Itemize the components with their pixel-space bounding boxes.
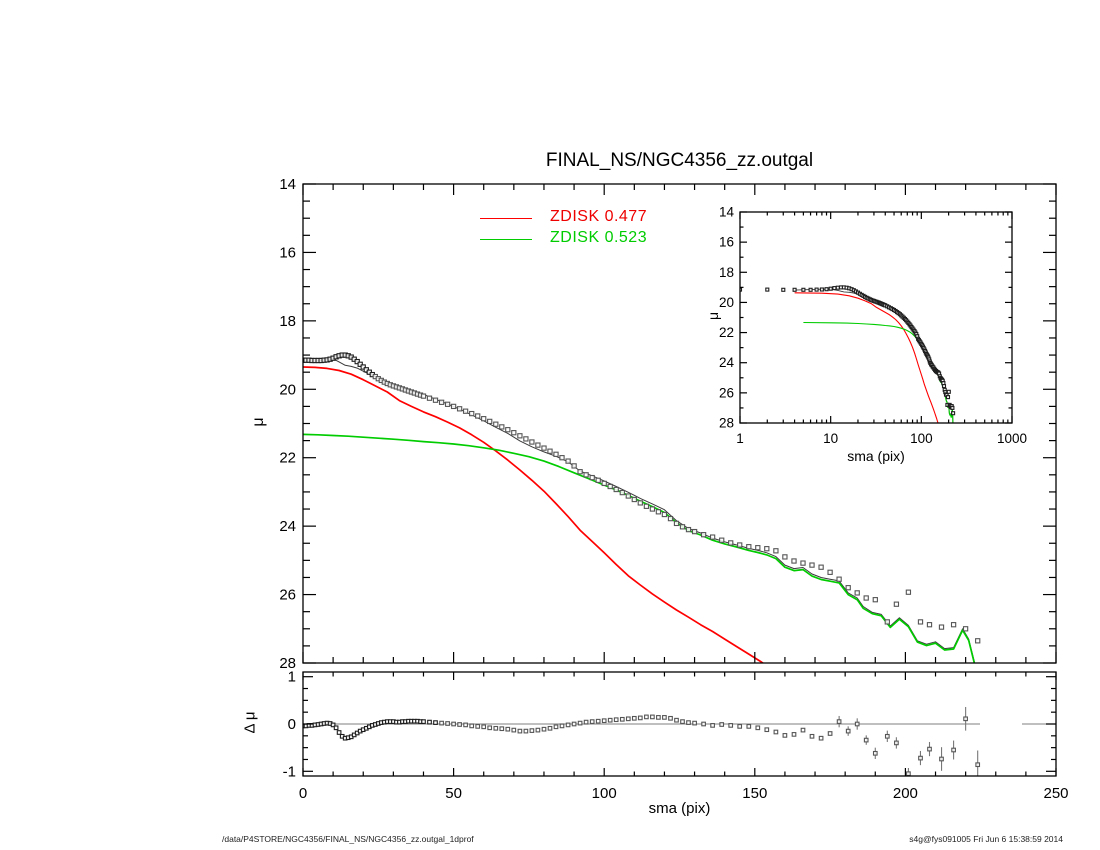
- tick-label: 22: [719, 325, 734, 340]
- inset-y-axis-label: μ: [705, 311, 721, 321]
- main-series: [303, 352, 981, 663]
- tick-label: 14: [719, 205, 735, 220]
- main-y-axis-label: μ: [250, 417, 267, 427]
- inset-series: [740, 285, 956, 423]
- zdisk2-label: ZDISK 0.523: [550, 229, 648, 246]
- tick-label: 150: [742, 785, 767, 802]
- tick-label: 0: [288, 716, 296, 733]
- tick-label: 20: [719, 295, 734, 310]
- tick-label: -1: [283, 763, 296, 780]
- tick-label: 100: [592, 785, 617, 802]
- zdisk2-line-swatch: [480, 239, 532, 240]
- plot-title: FINAL_NS/NGC4356_zz.outgal: [545, 150, 814, 171]
- panel-frames: [302, 183, 1057, 777]
- tick-label: 26: [719, 385, 734, 400]
- tick-label: 24: [719, 355, 735, 370]
- tick-label: 18: [719, 265, 734, 280]
- tick-label: 20: [279, 381, 296, 398]
- x-axis-label: sma (pix): [648, 800, 711, 817]
- tick-label: 1000: [997, 431, 1027, 446]
- tick-label: 250: [1043, 785, 1068, 802]
- tick-label: 0: [299, 785, 307, 802]
- tick-label: 1: [288, 669, 296, 686]
- legend-entry-zdisk2: ZDISK 0.523: [480, 229, 710, 249]
- tick-label: 16: [719, 235, 734, 250]
- zdisk1-line-swatch: [480, 218, 532, 219]
- footer-user-timestamp: s4g@fys091005 Fri Jun 6 15:38:59 2014: [909, 834, 1063, 844]
- inset-x-axis-label: sma (pix): [847, 448, 905, 464]
- tick-label: 1: [736, 431, 744, 446]
- footer-file-path: /data/P4STORE/NGC4356/FINAL_NS/NGC4356_z…: [222, 834, 474, 844]
- tick-label: 22: [279, 450, 296, 467]
- legend-entry-zdisk1: ZDISK 0.477: [480, 208, 710, 228]
- tick-label: 28: [719, 416, 734, 431]
- residual-series: [303, 706, 981, 776]
- tick-label: 10: [823, 431, 838, 446]
- tick-label: 16: [279, 244, 296, 261]
- tick-label: 100: [910, 431, 933, 446]
- axis-ticks: [302, 183, 1057, 776]
- tick-label: 200: [893, 785, 918, 802]
- residual-y-axis-label: Δ μ: [241, 711, 259, 734]
- tick-label: 14: [279, 176, 296, 193]
- tick-label: 50: [445, 785, 462, 802]
- tick-label: 18: [279, 313, 296, 330]
- tick-label: 26: [279, 587, 296, 604]
- zdisk1-label: ZDISK 0.477: [550, 208, 648, 225]
- tick-label: 24: [279, 518, 296, 535]
- tick-label: 28: [279, 655, 296, 672]
